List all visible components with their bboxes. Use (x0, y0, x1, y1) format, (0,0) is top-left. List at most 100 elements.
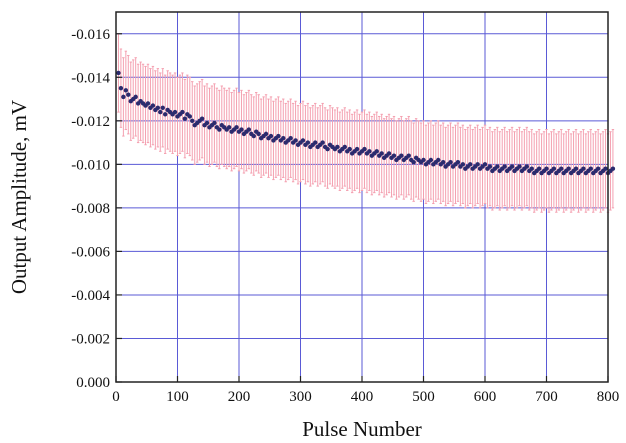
data-point (475, 162, 480, 167)
data-point (536, 166, 542, 171)
data-point (455, 159, 461, 165)
data-point (440, 159, 446, 165)
data-point (160, 105, 165, 110)
data-point (226, 125, 232, 130)
data-point (234, 125, 239, 130)
data-point (559, 166, 564, 171)
data-point (603, 166, 608, 171)
data-point (399, 153, 404, 158)
y-tick-label: -0.014 (71, 70, 110, 86)
x-axis-ticks: 0 100 200 300 400 500 600 700 800 (112, 376, 619, 405)
data-point (391, 153, 397, 158)
y-tick-label: -0.008 (71, 201, 110, 217)
data-point (367, 149, 372, 154)
x-tick-label: 700 (535, 389, 558, 405)
data-point (145, 101, 151, 106)
data-point (342, 144, 347, 150)
data-point (551, 166, 557, 171)
y-tick-label: -0.012 (71, 114, 110, 130)
data-point (347, 146, 352, 152)
data-point (293, 138, 298, 143)
data-point (150, 103, 156, 108)
data-point (428, 157, 434, 163)
data-point (313, 140, 318, 145)
data-point (281, 136, 286, 141)
x-tick-label: 100 (166, 389, 189, 405)
y-axis-title: Output Amplitude, mV (7, 100, 31, 294)
data-point (116, 70, 121, 76)
data-point (421, 157, 426, 163)
y-axis-ticks: 0.000 -0.002 -0.004 -0.006 -0.008 -0.010 -0.01… (71, 27, 122, 391)
x-tick-label: 300 (289, 389, 312, 405)
data-point (529, 166, 534, 171)
data-point (335, 144, 340, 150)
data-point (300, 138, 306, 143)
data-point (495, 164, 500, 169)
x-tick-label: 800 (597, 389, 620, 405)
data-point (239, 127, 244, 132)
x-tick-label: 500 (412, 389, 435, 405)
x-tick-label: 200 (228, 389, 251, 405)
data-point (263, 131, 269, 137)
data-point (588, 166, 593, 171)
data-point (362, 146, 367, 152)
data-point (524, 164, 530, 169)
x-axis-title: Pulse Number (302, 417, 422, 441)
data-point (379, 151, 384, 156)
data-point (246, 127, 252, 132)
data-point (256, 131, 261, 137)
data-point (204, 120, 210, 126)
data-point (158, 109, 163, 115)
data-point (468, 162, 473, 167)
x-tick-label: 400 (351, 389, 374, 405)
data-point (305, 140, 311, 145)
data-point (163, 112, 168, 117)
y-tick-label: -0.010 (71, 157, 110, 173)
y-tick-label: 0.000 (76, 375, 110, 391)
data-point (502, 164, 507, 169)
y-tick-label: -0.016 (71, 27, 110, 43)
data-point (268, 133, 274, 139)
data-point (517, 164, 522, 169)
data-point (386, 151, 392, 156)
y-tick-label: -0.002 (71, 331, 110, 347)
data-point (487, 164, 493, 169)
x-tick-label: 0 (112, 389, 120, 405)
data-point (460, 162, 466, 167)
data-point (133, 94, 138, 100)
data-point (482, 162, 488, 167)
data-point (217, 127, 222, 132)
data-point (123, 88, 129, 93)
data-point (374, 149, 379, 154)
data-point (448, 159, 453, 165)
data-point (544, 166, 549, 171)
data-point (126, 92, 131, 97)
data-point (595, 166, 601, 171)
data-point (406, 153, 411, 158)
y-tick-label: -0.004 (71, 288, 110, 304)
data-point (320, 140, 325, 145)
data-point (190, 118, 195, 124)
data-point (288, 136, 293, 141)
data-point (172, 109, 178, 115)
data-point (436, 157, 441, 163)
data-point (411, 159, 416, 165)
data-point (610, 166, 616, 171)
data-point (121, 94, 126, 100)
data-point (155, 105, 161, 110)
data-point (180, 109, 185, 115)
data-point (187, 114, 192, 119)
data-point (509, 164, 515, 169)
data-point (573, 166, 579, 171)
data-point (182, 116, 188, 121)
x-tick-label: 600 (474, 389, 497, 405)
data-point (325, 146, 330, 152)
data-point (118, 85, 124, 91)
data-point (251, 133, 256, 139)
data-point (199, 116, 205, 121)
data-points (116, 70, 616, 176)
data-point (566, 166, 571, 171)
data-point (276, 133, 281, 139)
y-tick-label: -0.006 (71, 244, 110, 260)
data-point (212, 120, 217, 126)
